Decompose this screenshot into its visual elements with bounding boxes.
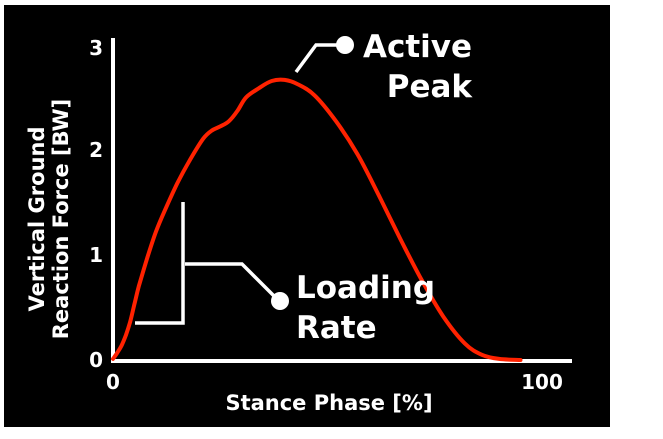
x-tick-label-100: 100 bbox=[521, 370, 563, 394]
active-peak-label-line-2: Peak bbox=[387, 69, 474, 105]
x-axis-title: Stance Phase [%] bbox=[225, 391, 432, 415]
loading-rate-label-line-2: Rate bbox=[296, 310, 377, 346]
active-peak-label-line-1: Active bbox=[363, 29, 472, 65]
loading-rate-label-line-1: Loading bbox=[296, 270, 435, 306]
loading-rate-leader-line bbox=[185, 262, 279, 301]
y-tick-label-1: 1 bbox=[89, 243, 103, 267]
loading-rate-bracket bbox=[135, 202, 185, 325]
active-peak-marker bbox=[336, 36, 354, 54]
y-axis-title: Vertical Ground Reaction Force [BW] bbox=[25, 99, 73, 339]
loading-rate-marker bbox=[271, 292, 289, 310]
y-axis-title-line-1: Vertical Ground bbox=[25, 126, 49, 311]
force-curve bbox=[111, 77, 523, 362]
chart-figure: 0 1 2 3 0 100 Stance Phase [%] Vertical … bbox=[4, 5, 610, 427]
y-axis-title-line-2: Reaction Force [BW] bbox=[49, 99, 73, 339]
y-tick-label-2: 2 bbox=[89, 138, 103, 162]
y-tick-label-0: 0 bbox=[89, 348, 103, 372]
y-tick-label-3: 3 bbox=[89, 36, 103, 60]
x-tick-label-0: 0 bbox=[106, 370, 120, 394]
active-peak-leader-line bbox=[294, 43, 342, 74]
chart-svg: 0 1 2 3 0 100 Stance Phase [%] Vertical … bbox=[25, 29, 572, 415]
